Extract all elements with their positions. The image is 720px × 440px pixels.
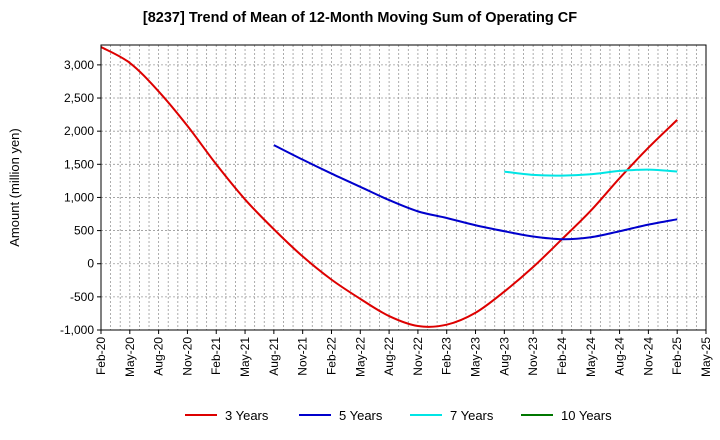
x-tick-label: Feb-22 — [324, 337, 338, 375]
x-tick-label: Aug-23 — [497, 337, 511, 376]
x-tick-label: Nov-21 — [296, 337, 310, 376]
y-axis: -1,000 -500 0 500 1,000 1,500 2,000 2,500 3,000 — [60, 58, 101, 337]
series-line-5-years — [273, 144, 678, 241]
x-tick-label: Nov-22 — [411, 337, 425, 376]
x-tick-label: May-21 — [238, 337, 252, 377]
x-tick-label: May-22 — [353, 337, 367, 377]
y-tick-label: 3,000 — [64, 58, 94, 72]
y-tick-label: 2,000 — [64, 124, 94, 138]
y-tick-label: 1,000 — [64, 190, 94, 204]
x-tick-label: Aug-22 — [382, 337, 396, 376]
x-tick-label: Feb-25 — [670, 337, 684, 375]
series-layer — [100, 46, 678, 328]
x-tick-label: Aug-24 — [613, 337, 627, 376]
series-line-7-years — [504, 168, 678, 177]
y-tick-label: 2,500 — [64, 91, 94, 105]
x-tick-label: May-23 — [469, 337, 483, 377]
legend-label-7-years: 7 Years — [450, 408, 494, 423]
x-tick-label: May-25 — [699, 337, 713, 377]
x-tick-label: May-24 — [584, 337, 598, 377]
y-tick-label: 500 — [74, 224, 94, 238]
chart-title: [8237] Trend of Mean of 12-Month Moving … — [142, 10, 578, 26]
x-tick-label: Aug-21 — [267, 337, 281, 376]
legend-label-10-years: 10 Years — [561, 408, 612, 423]
x-tick-label: Nov-20 — [180, 337, 194, 376]
legend: 3 Years 5 Years 7 Years 10 Years — [185, 408, 612, 423]
x-tick-label: Feb-23 — [440, 337, 454, 375]
x-tick-label: Nov-23 — [526, 337, 540, 376]
x-tick-label: Feb-24 — [555, 337, 569, 375]
y-axis-title: Amount (million yen) — [7, 128, 22, 247]
legend-label-3-years: 3 Years — [225, 408, 269, 423]
legend-label-5-years: 5 Years — [339, 408, 383, 423]
x-tick-label: May-20 — [123, 337, 137, 377]
y-tick-label: -1,000 — [60, 323, 94, 337]
plot-frame — [100, 44, 707, 331]
y-tick-label: 0 — [87, 257, 94, 271]
x-tick-label: Aug-20 — [152, 337, 166, 376]
grid-layer — [101, 45, 706, 331]
y-tick-label: 1,500 — [64, 157, 94, 171]
series-line-3-years — [100, 46, 678, 328]
x-tick-label: Feb-20 — [94, 337, 108, 375]
y-tick-label: -500 — [70, 290, 94, 304]
x-tick-label: Nov-24 — [641, 337, 655, 376]
x-tick-label: Feb-21 — [209, 337, 223, 375]
x-axis: Feb-20 May-20 Aug-20 Nov-20 Feb-21 May-21 Aug-… — [94, 330, 713, 377]
